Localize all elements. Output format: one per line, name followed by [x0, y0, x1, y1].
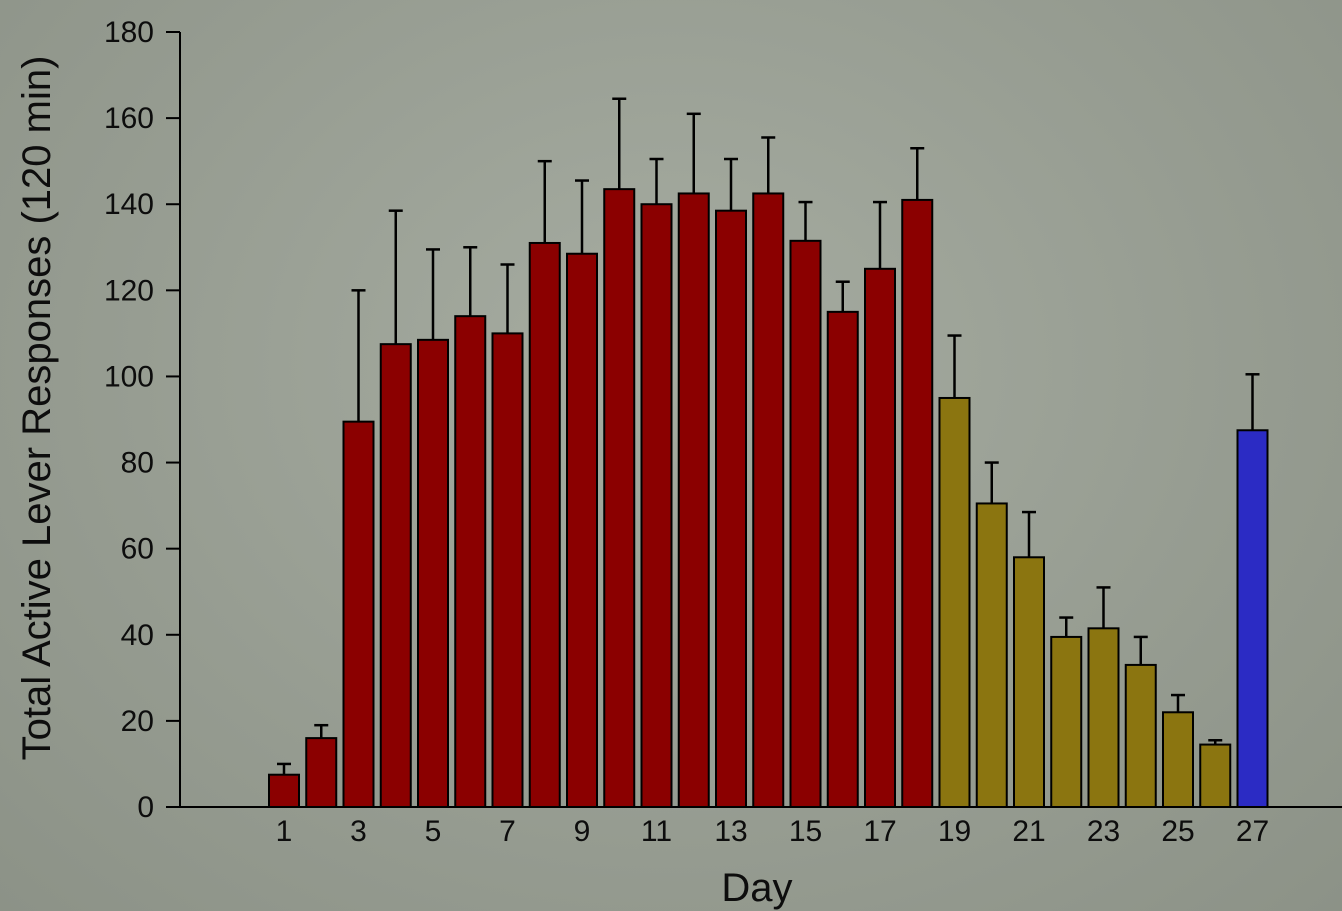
x-tick-label: 15	[789, 815, 822, 848]
bar-day-18	[901, 198, 934, 808]
y-tick-label: 20	[121, 705, 154, 738]
x-axis-title: Day	[721, 866, 792, 910]
y-tick-label: 100	[104, 360, 154, 393]
x-tick-label: 9	[574, 815, 591, 848]
bar-day-19	[938, 396, 971, 808]
x-tick-label: 5	[425, 815, 442, 848]
y-axis-title: Total Active Lever Responses (120 min)	[15, 56, 59, 761]
bar-day-12	[677, 192, 710, 809]
bar-day-16	[826, 310, 859, 808]
y-tick-label: 80	[121, 447, 154, 480]
y-tick-label: 160	[104, 102, 154, 135]
bars-layer	[268, 188, 1269, 809]
x-tick-label: 13	[714, 815, 747, 848]
y-tick-label: 180	[104, 16, 154, 49]
bar-day-11	[640, 203, 673, 808]
bar-day-17	[864, 267, 896, 808]
axes-layer	[179, 32, 1342, 808]
y-tick-label: 140	[104, 188, 154, 221]
bar-day-9	[566, 252, 598, 809]
x-tick-label: 1	[276, 815, 293, 848]
bar-day-1	[268, 773, 300, 808]
x-tick-label: 7	[499, 815, 516, 848]
bar-day-25	[1162, 711, 1194, 808]
bar-day-15	[789, 239, 822, 808]
x-tick-label: 11	[641, 815, 672, 848]
bar-day-27	[1236, 429, 1269, 808]
bar-day-2	[305, 737, 338, 808]
x-tick-label: 25	[1161, 815, 1194, 848]
y-tick-label: 40	[121, 619, 154, 652]
bar-day-13	[715, 209, 747, 809]
bar-day-4	[379, 343, 412, 808]
x-tick-label: 21	[1012, 815, 1045, 848]
bar-day-24	[1124, 663, 1157, 809]
bar-day-5	[417, 338, 449, 808]
bar-day-21	[1013, 556, 1045, 808]
bar-day-3	[342, 420, 375, 808]
x-tick-label: 3	[350, 815, 367, 848]
bar-day-6	[454, 315, 487, 808]
x-ticks: 1 3 5 7 9 11 13 15 17 19 21 23 25 27	[276, 815, 1270, 848]
x-tick-label: 19	[938, 815, 971, 848]
bar-day-14	[752, 192, 785, 809]
error-bars-layer	[277, 97, 1260, 775]
bar-day-8	[528, 241, 561, 808]
bar-day-10	[603, 188, 636, 808]
bar-day-26	[1199, 743, 1232, 809]
bar-day-7	[491, 332, 524, 808]
y-tick-label: 120	[104, 274, 154, 307]
y-tick-label: 0	[137, 791, 154, 824]
y-ticks: 0 20 40 60 80 100 120 140 160 180	[104, 16, 180, 824]
y-tick-label: 60	[121, 533, 154, 566]
x-tick-label: 17	[863, 815, 896, 848]
bar-day-22	[1050, 635, 1083, 808]
bar-day-23	[1087, 627, 1120, 809]
bar-day-20	[975, 502, 1008, 808]
x-tick-label: 27	[1236, 815, 1269, 848]
x-tick-label: 23	[1087, 815, 1120, 848]
